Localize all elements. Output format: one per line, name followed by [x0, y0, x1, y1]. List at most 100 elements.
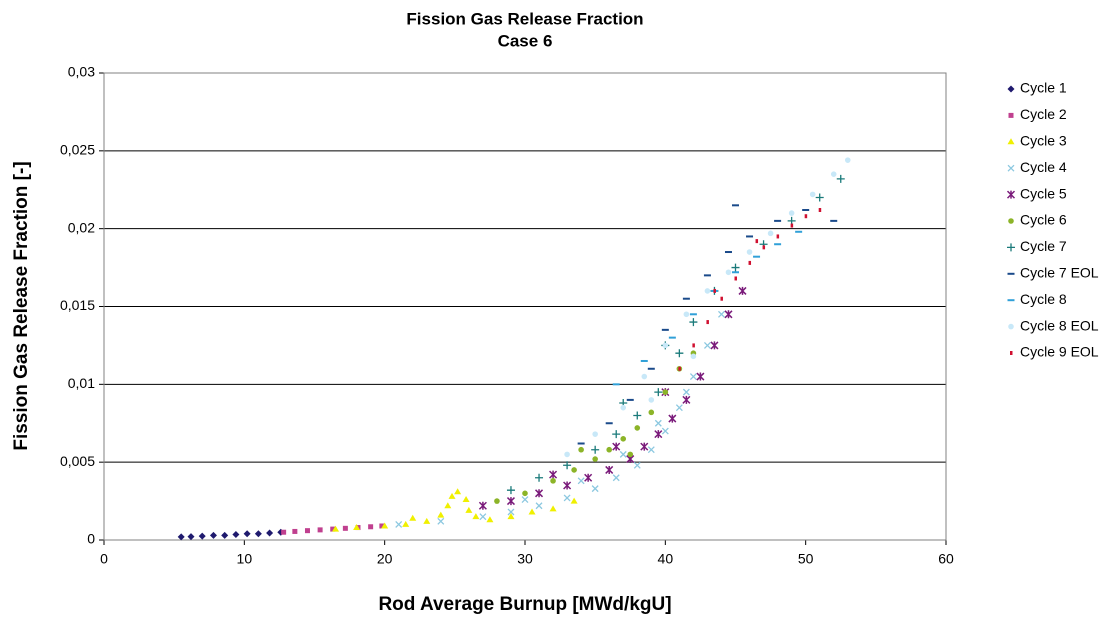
point: [724, 251, 732, 254]
point: [620, 436, 627, 442]
point: [634, 425, 641, 431]
point: [809, 191, 816, 198]
point: [703, 274, 711, 277]
point: [605, 422, 613, 425]
y-tick-label: 0,01: [68, 375, 95, 391]
point: [704, 288, 711, 294]
point: [612, 474, 620, 482]
point: [486, 516, 494, 523]
chart-subtitle: Case 6: [498, 31, 553, 50]
point: [605, 465, 614, 474]
legend-label: Cycle 2: [1020, 106, 1067, 122]
x-axis-title: Rod Average Burnup [MWd/kgU]: [378, 594, 671, 615]
point: [465, 506, 473, 513]
point: [804, 214, 808, 219]
point: [620, 404, 627, 411]
y-axis-title: Fission Gas Release Fraction [-]: [11, 161, 32, 450]
point: [584, 473, 593, 482]
point: [535, 489, 544, 498]
point: [353, 524, 361, 531]
legend-marker: [1008, 323, 1014, 330]
legend-marker: [1007, 138, 1015, 145]
point: [668, 336, 676, 339]
point: [254, 530, 262, 538]
point: [682, 388, 690, 396]
series: [177, 528, 285, 541]
y-tick-label: 0,015: [60, 297, 95, 313]
x-tick-label: 30: [517, 551, 533, 567]
legend-item: Cycle 1: [1007, 80, 1067, 96]
point: [506, 486, 515, 495]
legend-item: Cycle 8: [1007, 291, 1067, 307]
legend-label: Cycle 1: [1020, 80, 1067, 96]
point: [753, 255, 761, 258]
point: [606, 446, 613, 453]
point: [696, 372, 705, 381]
series: [612, 230, 803, 386]
point: [243, 530, 251, 538]
point: [731, 263, 740, 272]
series: [564, 157, 851, 458]
point: [661, 427, 669, 435]
x-tick-label: 0: [100, 551, 108, 567]
point: [209, 531, 217, 539]
point: [706, 320, 709, 325]
point: [563, 494, 571, 502]
point: [662, 389, 669, 395]
point: [317, 527, 323, 533]
point: [577, 442, 585, 445]
point: [689, 318, 698, 327]
point: [830, 171, 837, 177]
point: [612, 383, 620, 386]
point: [774, 243, 782, 246]
point: [591, 485, 599, 493]
point: [640, 442, 649, 451]
point: [198, 532, 206, 540]
legend-marker: [1007, 164, 1015, 172]
legend-item: Cycle 8 EOL: [1008, 317, 1099, 333]
point: [571, 467, 577, 473]
legend-marker: [1008, 112, 1014, 118]
legend-marker: [1007, 85, 1015, 93]
series: [395, 310, 725, 528]
series: [332, 488, 578, 532]
point: [830, 219, 838, 222]
point: [662, 342, 669, 349]
legend-label: Cycle 7: [1020, 238, 1067, 254]
legend-label: Cycle 8: [1020, 291, 1067, 307]
series: [281, 523, 385, 535]
series: [478, 286, 747, 510]
point: [738, 286, 747, 295]
legend-marker: [1007, 243, 1015, 252]
y-tick-label: 0,025: [60, 142, 95, 158]
point: [549, 470, 558, 479]
point: [187, 533, 195, 541]
point: [633, 411, 642, 420]
point: [648, 409, 655, 416]
legend-marker: [1007, 272, 1015, 275]
point: [654, 388, 663, 397]
point: [746, 235, 754, 238]
point: [612, 442, 621, 451]
legend-item: Cycle 4: [1007, 159, 1067, 175]
legend-item: Cycle 9 EOL: [1010, 344, 1099, 360]
point: [661, 328, 669, 331]
x-tick-label: 40: [658, 551, 674, 567]
point: [836, 174, 845, 183]
point: [409, 514, 417, 521]
point: [506, 497, 515, 506]
legend-label: Cycle 3: [1020, 133, 1067, 149]
point: [563, 481, 572, 490]
point: [177, 533, 185, 541]
legend-item: Cycle 7 EOL: [1007, 265, 1099, 281]
point: [592, 431, 598, 437]
point: [612, 430, 621, 439]
point: [494, 498, 500, 504]
point: [844, 157, 851, 163]
x-tick-label: 10: [237, 551, 253, 567]
legend-item: Cycle 3: [1007, 133, 1067, 149]
point: [640, 359, 648, 362]
point: [626, 398, 634, 401]
point: [678, 366, 681, 371]
point: [774, 219, 782, 222]
